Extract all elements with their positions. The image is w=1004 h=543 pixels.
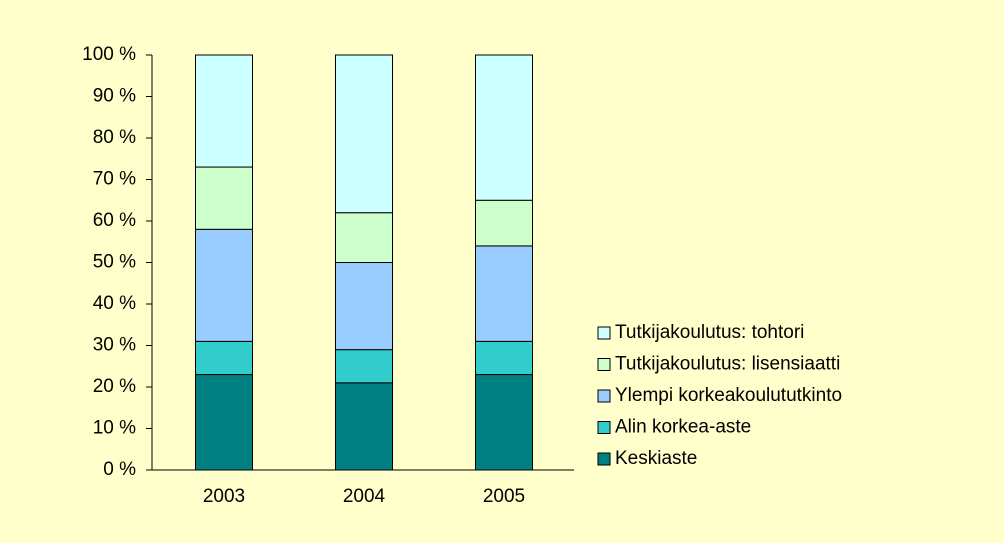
y-tick-label: 60 %	[93, 210, 136, 231]
bar-segment	[335, 382, 393, 471]
legend-label: Ylempi korkeakoulututkinto	[615, 385, 842, 406]
y-tick-label: 10 %	[93, 418, 136, 439]
legend-swatch	[597, 358, 611, 371]
bar-segment	[195, 166, 253, 230]
legend-swatch	[597, 326, 611, 340]
y-tick-label: 70 %	[93, 169, 136, 190]
y-tick-label: 80 %	[93, 127, 136, 148]
y-tick-label: 100 %	[82, 44, 136, 65]
bar-segment	[195, 54, 253, 168]
bar-segment	[335, 349, 393, 384]
legend-label: Tutkijakoulutus: tohtori	[615, 322, 804, 343]
legend-swatch	[597, 389, 611, 403]
bar-segment	[195, 340, 253, 376]
bar-segment	[195, 374, 253, 471]
bar-segment	[195, 228, 253, 342]
bar-segment	[475, 54, 533, 201]
bar-segment	[335, 212, 393, 263]
legend-label: Tutkijakoulutus: lisensiaatti	[615, 354, 840, 375]
legend-label: Keskiaste	[615, 448, 697, 469]
bar-segment	[475, 199, 533, 247]
y-tick-label: 20 %	[93, 376, 136, 397]
legend-label: Alin korkea-aste	[615, 417, 751, 438]
legend-swatch	[597, 452, 611, 466]
bar-segment	[475, 374, 533, 471]
y-tick-label: 0 %	[103, 459, 136, 480]
y-tick-label: 50 %	[93, 252, 136, 273]
x-tick-label: 2004	[343, 486, 386, 507]
y-tick-label: 40 %	[93, 293, 136, 314]
bar-segment	[475, 340, 533, 376]
bar-segment	[335, 262, 393, 351]
bar-segment	[475, 245, 533, 342]
x-tick-label: 2003	[203, 486, 245, 507]
y-tick-label: 30 %	[93, 335, 136, 356]
y-tick-label: 90 %	[93, 86, 136, 107]
x-tick-label: 2005	[483, 486, 525, 507]
legend-swatch	[597, 421, 611, 434]
bar-segment	[335, 54, 393, 214]
